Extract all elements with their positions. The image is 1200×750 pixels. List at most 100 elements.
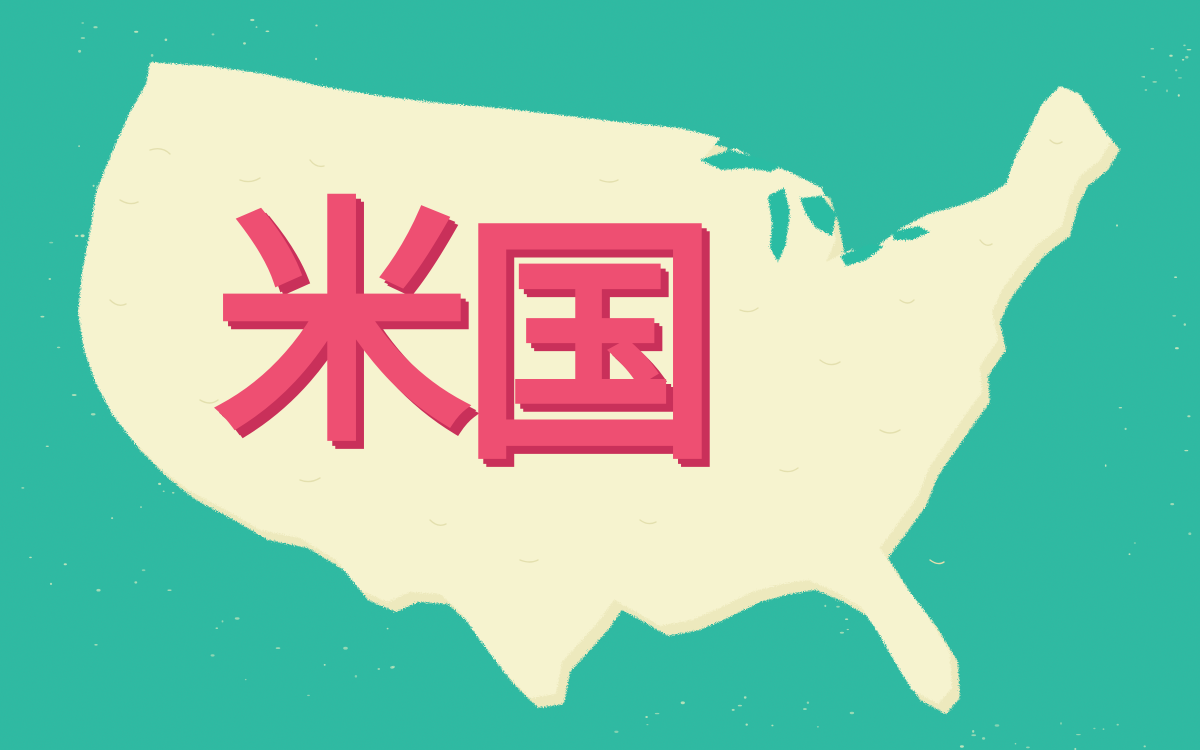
ocean-speckle [1183, 45, 1186, 47]
ocean-speckle [1144, 745, 1146, 747]
ocean-speckle [307, 695, 310, 696]
ocean-speckle [256, 26, 258, 27]
ocean-speckle [1093, 728, 1095, 729]
ocean-speckle [1178, 94, 1180, 97]
ocean-speckle [211, 654, 215, 656]
ocean-speckle [81, 37, 85, 39]
ocean-speckle [93, 26, 97, 28]
ocean-speckle [744, 696, 747, 698]
ocean-speckle [355, 675, 357, 678]
ocean-speckle [134, 31, 138, 33]
ocean-speckle [1172, 315, 1176, 317]
ocean-speckle [93, 185, 95, 187]
ocean-speckle [1141, 76, 1144, 77]
ocean-speckle [1134, 542, 1136, 544]
ocean-speckle [1145, 89, 1148, 91]
ocean-speckle [1105, 464, 1107, 467]
ocean-speckle [850, 712, 854, 714]
ocean-speckle [64, 563, 67, 565]
ocean-speckle [72, 394, 77, 396]
ocean-speckle [392, 666, 395, 668]
ocean-speckle [1166, 89, 1168, 92]
ocean-speckle [836, 606, 840, 608]
ocean-speckle [46, 446, 49, 447]
ocean-speckle [845, 618, 848, 620]
ocean-speckle [245, 679, 247, 680]
ocean-speckle [681, 701, 685, 704]
ocean-speckle [732, 709, 735, 711]
ocean-speckle [315, 25, 317, 27]
ocean-speckle [172, 492, 175, 494]
ocean-speckle [50, 583, 52, 585]
ocean-speckle [151, 54, 154, 57]
ocean-speckle [235, 617, 240, 619]
ocean-speckle [216, 628, 219, 629]
ocean-speckle [840, 632, 844, 634]
ocean-speckle [1015, 743, 1017, 745]
ocean-speckle [212, 33, 215, 35]
ocean-speckle [824, 605, 826, 607]
ocean-speckle [167, 590, 171, 591]
ocean-speckle [817, 726, 819, 728]
ocean-speckle [40, 316, 44, 318]
kanji-char-1: 米 米 米 [212, 176, 480, 486]
ocean-speckle [746, 724, 748, 726]
ocean-speckle [49, 278, 52, 280]
ocean-speckle [94, 644, 97, 646]
ocean-speckle [1178, 77, 1182, 78]
ocean-speckle [972, 730, 974, 733]
ocean-speckle [1174, 276, 1177, 278]
ocean-speckle [995, 724, 1000, 726]
ocean-speckle [78, 145, 80, 147]
ocean-speckle [142, 569, 146, 571]
ocean-speckle [1175, 347, 1179, 349]
ocean-speckle [1026, 747, 1030, 749]
ocean-speckle [1076, 734, 1081, 735]
ocean-speckle [96, 589, 100, 592]
ocean-speckle [803, 708, 807, 710]
ocean-speckle [78, 50, 81, 53]
ocean-speckle [1119, 407, 1122, 408]
ocean-speckle [1060, 722, 1062, 725]
ocean-speckle [387, 628, 389, 630]
ocean-speckle [222, 620, 224, 622]
ocean-speckle [738, 705, 742, 707]
ocean-speckle [276, 647, 281, 649]
ocean-speckle [1129, 553, 1131, 555]
ocean-speckle [646, 724, 648, 725]
ocean-speckle [81, 22, 84, 24]
ocean-speckle [971, 734, 976, 736]
ocean-speckle [960, 745, 964, 747]
ocean-speckle [163, 491, 165, 493]
ocean-speckle [165, 39, 168, 42]
ocean-speckle [21, 487, 24, 489]
ocean-speckle [324, 664, 326, 666]
ocean-speckle [91, 413, 96, 415]
ocean-speckle [1184, 323, 1186, 326]
ocean-speckle [1184, 450, 1188, 451]
ocean-speckle [75, 235, 78, 237]
ocean-speckle [1117, 724, 1119, 726]
ocean-speckle [1169, 55, 1172, 57]
ocean-speckle [1125, 428, 1127, 430]
ocean-speckle [378, 668, 381, 670]
ocean-speckle [266, 31, 270, 33]
ocean-speckle [81, 234, 85, 237]
kanji-char-1-face: 米 [212, 176, 472, 478]
kanji-title: 米 米 米 国 国 国 [212, 176, 728, 504]
ocean-speckle [1188, 532, 1191, 535]
ocean-speckle [1151, 48, 1155, 50]
ocean-speckle [1116, 224, 1118, 226]
ocean-speckle [111, 517, 113, 519]
ocean-speckle [49, 242, 53, 244]
ocean-speckle [847, 629, 849, 630]
kanji-char-2: 国 国 国 [460, 194, 728, 504]
ocean-speckle [134, 581, 137, 583]
ocean-speckle [1103, 728, 1105, 730]
kanji-char-2-face: 国 [460, 194, 720, 496]
ocean-speckle [1182, 59, 1184, 61]
ocean-speckle [655, 713, 660, 714]
ocean-speckle [243, 42, 246, 44]
ocean-speckle [1175, 69, 1177, 71]
